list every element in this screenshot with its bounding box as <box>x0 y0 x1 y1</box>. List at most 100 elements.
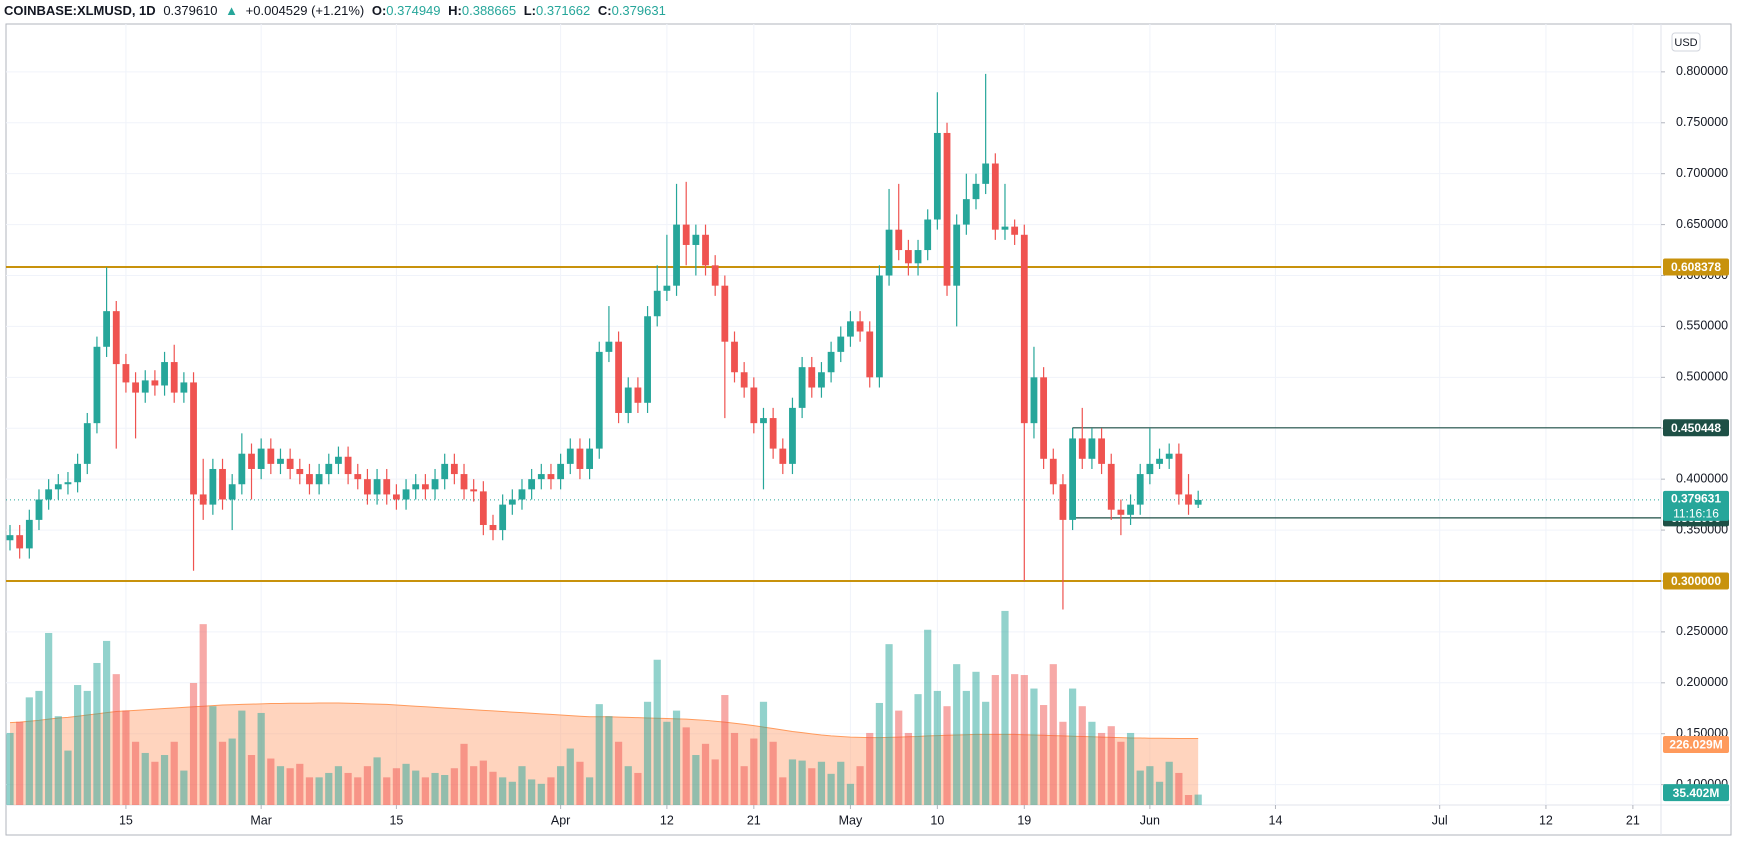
candle-body <box>190 382 197 495</box>
volume-bar <box>1155 781 1164 805</box>
volume-bar <box>392 768 400 805</box>
volume-bar <box>460 743 468 805</box>
candle-body <box>644 316 651 403</box>
x-tick-label: Mar <box>250 813 272 827</box>
volume-bar <box>305 777 314 805</box>
candle-body <box>1049 458 1057 485</box>
candle-body <box>112 311 120 365</box>
volume-bar <box>605 716 613 805</box>
volume-bar <box>663 721 671 805</box>
candle-body <box>624 387 632 413</box>
candle-body <box>779 448 787 464</box>
candle-body <box>238 453 246 485</box>
volume-bar <box>914 694 922 805</box>
volume-bar <box>643 701 652 805</box>
volume-bar <box>837 761 845 805</box>
candle-body <box>615 341 622 413</box>
volume-bar <box>402 763 410 805</box>
candle-body <box>750 387 758 424</box>
x-tick-label: Jun <box>1140 813 1160 827</box>
candle-body <box>257 448 265 469</box>
x-tick-label: Apr <box>551 813 570 827</box>
candle-body <box>412 484 420 490</box>
volume-bar <box>1107 726 1115 805</box>
volume-bar <box>1011 674 1019 805</box>
volume-bar <box>247 755 256 805</box>
candle-body <box>605 341 613 352</box>
candle-body <box>209 468 217 505</box>
volume-bar <box>93 662 101 805</box>
y-tick-label: 0.250000 <box>1676 624 1728 638</box>
candle-body <box>904 250 912 264</box>
candle-body <box>856 321 864 332</box>
candle-body <box>83 423 91 464</box>
currency-button <box>1671 32 1701 52</box>
volume-bar <box>122 710 130 805</box>
volume-bar <box>508 781 516 805</box>
chart-frame <box>5 23 1732 836</box>
volume-bar <box>692 755 700 805</box>
volume-bar <box>1126 732 1135 805</box>
candle-body <box>344 456 352 475</box>
volume-bar <box>624 766 632 805</box>
volume-bar <box>557 766 565 805</box>
candle-body <box>373 479 381 495</box>
candle-body <box>383 479 391 495</box>
volume-bar <box>16 721 24 805</box>
price-tag <box>1663 572 1729 590</box>
x-tick-label: 21 <box>747 813 761 827</box>
candle-body <box>1069 438 1076 520</box>
candle-body <box>54 484 62 490</box>
volume-bar <box>808 768 816 805</box>
x-tick-label: 14 <box>1269 813 1283 827</box>
candle-body <box>1146 463 1154 475</box>
candle-body <box>634 387 642 403</box>
candle-body <box>1175 453 1183 495</box>
candle-body <box>876 275 883 378</box>
candle-body <box>692 234 700 245</box>
volume-bar <box>933 690 941 805</box>
candle-body <box>103 311 110 347</box>
volume-bar <box>54 716 62 805</box>
candle-body <box>393 494 400 500</box>
volume-bar <box>499 777 507 805</box>
candle-body <box>219 468 226 500</box>
candle-body <box>460 474 468 490</box>
candle-body <box>885 229 893 276</box>
candle-body <box>740 372 748 388</box>
volume-bar <box>1059 721 1067 805</box>
volume-bar <box>1069 688 1077 805</box>
candle-body <box>122 364 130 383</box>
volume-bar <box>276 766 285 805</box>
volume-bar <box>798 760 806 805</box>
volume-bar <box>334 766 343 805</box>
volume-bar <box>1049 664 1057 805</box>
x-tick-label: 21 <box>1626 813 1640 827</box>
candle-body <box>595 351 603 449</box>
candle-body <box>1088 438 1096 459</box>
volume-bar <box>827 773 835 805</box>
candle-body <box>180 382 188 393</box>
candle-body <box>479 491 487 525</box>
candle-body <box>450 463 458 475</box>
price-tag-label: 0.450448 <box>1671 421 1721 435</box>
volume-bar <box>576 761 584 805</box>
volume-bar <box>267 758 275 805</box>
candle-body <box>286 458 294 469</box>
currency-label: USD <box>1674 37 1697 49</box>
volume-bar <box>470 766 478 805</box>
candle-body <box>306 474 313 485</box>
volume-bar <box>74 685 82 805</box>
candle-body <box>6 535 14 541</box>
y-tick-label: 0.800000 <box>1676 64 1728 78</box>
candle-body <box>161 362 168 386</box>
volume-bar <box>875 702 883 805</box>
volume-bar <box>450 768 458 805</box>
volume-bar <box>1117 741 1125 805</box>
candle-body <box>315 474 323 485</box>
candle-body <box>1194 499 1202 505</box>
volume-bar <box>489 771 497 805</box>
volume-bar <box>238 710 246 805</box>
volume-bar <box>904 732 912 805</box>
volume-bar <box>257 712 265 805</box>
